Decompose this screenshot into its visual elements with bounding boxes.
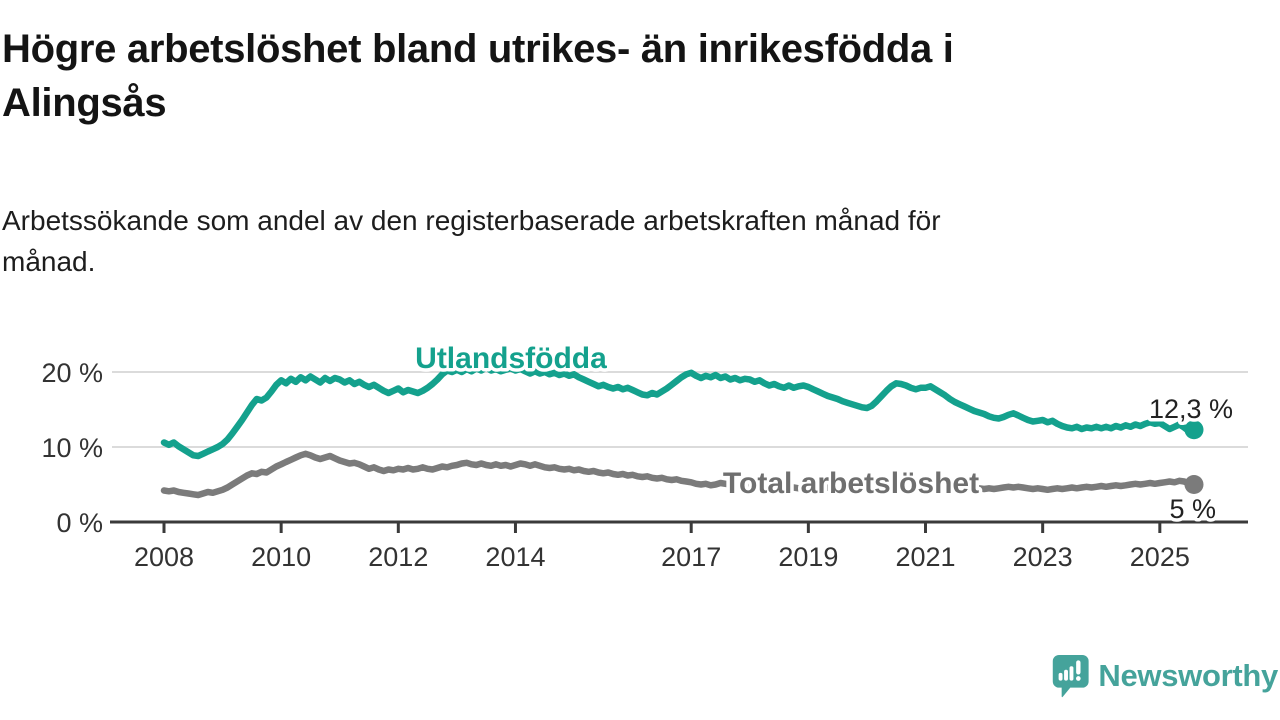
series-end-dot-total xyxy=(1184,475,1204,494)
x-tick-label-2014: 2014 xyxy=(485,542,545,572)
chart-subtitle-line2: månad. xyxy=(2,246,96,277)
y-tick-label-10: 10 % xyxy=(41,433,103,463)
chart-canvas: 2008 2010 2012 2014 2017 2019 2021 2023 2025 0 % 1… xyxy=(41,339,1248,572)
series-label-utlandsfodda: Utlandsfödda xyxy=(415,342,607,375)
y-tick-label-0: 0 % xyxy=(56,508,103,538)
line-chart: 2008 2010 2012 2014 2017 2019 2021 2023 2025 0 % 1… xyxy=(0,330,1280,590)
x-tick-label-2008: 2008 xyxy=(134,542,194,572)
newsworthy-bubble-chart-icon xyxy=(1052,654,1089,698)
end-value-label-total: 5 % xyxy=(1169,494,1216,524)
x-tick-label-2019: 2019 xyxy=(778,542,838,572)
chart-title: Högre arbetslöshet bland utrikes- än inr… xyxy=(2,22,1182,130)
x-tick-label-2012: 2012 xyxy=(368,542,428,572)
y-tick-label-20: 20 % xyxy=(41,358,103,388)
chart-title-line1: Högre arbetslöshet bland utrikes- än inr… xyxy=(2,27,954,71)
x-tick-label-2025: 2025 xyxy=(1130,542,1190,572)
newsworthy-logo-text: Newsworthy xyxy=(1098,658,1278,693)
chart-subtitle: Arbetssökande som andel av den registerb… xyxy=(2,200,1202,282)
end-value-label-utlandsfodda: 12,3 % xyxy=(1149,394,1233,424)
chart-subtitle-line1: Arbetssökande som andel av den registerb… xyxy=(2,205,941,236)
series-line-utlandsfodda xyxy=(160,364,1198,460)
chart-title-line2: Alingsås xyxy=(2,81,167,125)
series-label-total: Total arbetslöshet xyxy=(723,467,979,500)
x-tick-label-2023: 2023 xyxy=(1013,542,1073,572)
x-tick-label-2021: 2021 xyxy=(895,542,955,572)
series-end-dot-utlandsfodda xyxy=(1184,420,1204,440)
newsworthy-logo: Newsworthy xyxy=(1052,646,1278,706)
series-line-total xyxy=(160,450,1198,499)
x-tick-label-2010: 2010 xyxy=(251,542,311,572)
x-tick-label-2017: 2017 xyxy=(661,542,721,572)
